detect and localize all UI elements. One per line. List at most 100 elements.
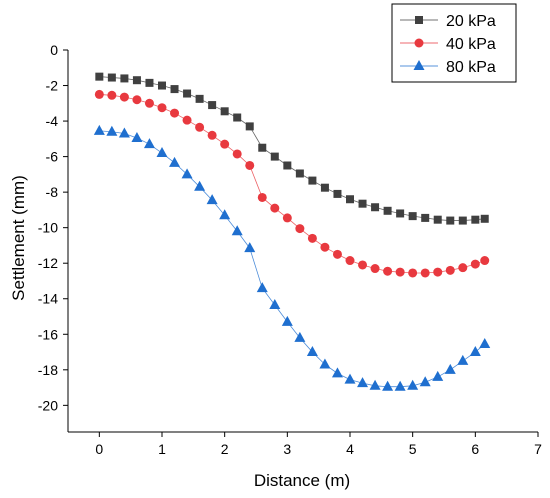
data-point [245,160,255,170]
data-point [408,212,417,221]
data-point [480,256,490,266]
data-point [95,72,104,81]
data-point [256,282,268,293]
x-tick-label: 1 [158,441,166,457]
data-point [370,264,380,274]
data-point [307,233,317,243]
data-point [158,81,166,90]
data-point [445,265,455,275]
data-point [294,331,306,342]
data-point [257,192,267,202]
data-point [345,256,355,266]
data-point [118,127,130,138]
series-group [93,72,491,391]
legend-label: 20 kPa [446,13,496,30]
data-point [107,90,117,100]
data-point [194,180,206,191]
data-point [106,125,118,136]
data-point [208,101,217,110]
data-point [131,131,143,142]
data-point [232,149,242,159]
y-tick-label: 0 [50,42,58,58]
data-point [107,73,116,82]
data-point [357,377,369,388]
data-point [282,213,292,223]
data-point [258,143,267,152]
data-point [169,156,181,167]
y-tick-label: -8 [46,184,59,200]
y-tick-label: -12 [38,255,58,271]
data-point [270,203,280,213]
data-point [433,215,442,224]
data-point [156,147,168,158]
data-point [220,139,230,149]
data-point [346,195,354,204]
data-point [207,130,217,140]
data-point [420,268,430,278]
data-point [295,224,305,234]
data-point [371,203,380,212]
legend-marker [413,60,425,70]
data-point [119,92,129,102]
data-point [182,115,192,125]
x-tick-label: 6 [471,441,479,457]
data-point [369,379,381,390]
data-point [320,242,330,252]
series-0 [95,72,489,225]
data-point [458,216,467,225]
legend: 20 kPa 40 kPa 80 kPa [391,3,517,83]
data-point [120,74,129,83]
data-point [332,249,342,259]
data-point [295,169,304,178]
data-point [382,380,394,391]
data-point [170,108,180,118]
series-1 [94,89,490,278]
data-point [433,267,443,277]
y-tick-label: -14 [38,291,58,307]
data-point [183,89,192,98]
data-point [320,183,329,192]
data-point [231,225,243,236]
y-tick-label: -18 [38,362,58,378]
data-point [157,103,167,113]
data-point [181,168,193,179]
data-point [244,242,256,253]
y-axis-label: Settlement (mm) [9,175,28,301]
data-point [383,206,392,215]
data-point [446,216,455,225]
data-point [479,338,491,349]
data-point [306,346,318,357]
series-line [99,94,485,274]
data-point [206,194,218,205]
x-tick-label: 7 [534,441,542,457]
data-point [333,189,342,198]
data-point [144,98,154,108]
y-tick-label: -2 [46,78,59,94]
y-tick-label: -20 [38,397,58,413]
data-point [331,367,343,378]
data-point [407,379,419,390]
ticks: 0 1 2 3 4 5 6 7 0 -2 -4 -6 -8 -10 -12 -14 -16 -18 -20 [38,42,542,457]
data-point [421,213,430,222]
data-point [444,363,456,374]
data-point [220,107,229,116]
data-point [480,214,489,223]
series-line [99,76,485,221]
data-point [457,354,469,365]
data-point [145,78,154,87]
data-point [93,124,105,135]
data-point [470,259,480,269]
axes [67,50,538,433]
data-point [419,376,431,387]
data-point [308,176,317,185]
x-axis-label: Distance (m) [254,471,350,490]
y-tick-label: -10 [38,220,58,236]
data-point [195,122,205,132]
x-tick-label: 5 [409,441,417,457]
data-point [132,95,142,105]
legend-marker [414,38,424,48]
x-tick-label: 0 [95,441,103,457]
data-point [469,346,481,357]
legend-marker [415,16,423,24]
